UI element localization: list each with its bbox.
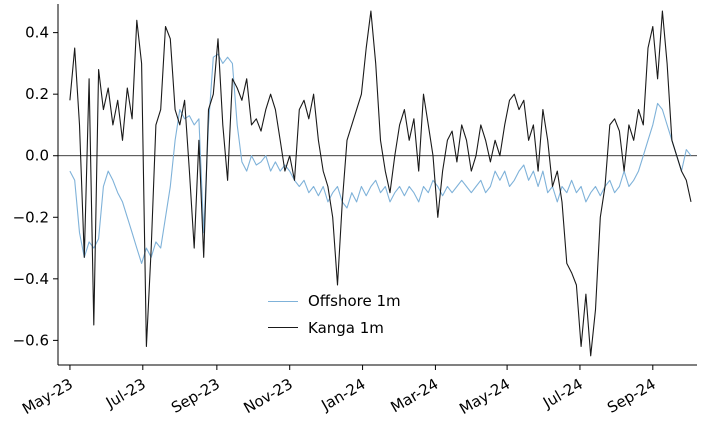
- x-tick-label: Mar-24: [388, 375, 442, 417]
- series-kanga-1m-line: [69, 10, 692, 357]
- y-tick-label: −0.4: [13, 270, 49, 288]
- x-tick-label: May-24: [456, 375, 513, 418]
- legend-label-offshore: Offshore 1m: [308, 292, 401, 310]
- legend-label-kanga: Kanga 1m: [308, 318, 384, 337]
- legend-line-kanga-icon: [268, 327, 298, 329]
- legend-item-offshore: Offshore 1m: [268, 293, 401, 310]
- legend-line-offshore-icon: [268, 300, 298, 302]
- legend: Offshore 1m Kanga 1m: [268, 293, 401, 336]
- series-offshore-1m-line: [69, 53, 692, 264]
- y-tick-label: 0.0: [25, 147, 49, 165]
- y-tick-label: 0.4: [25, 24, 49, 42]
- x-tick-label: Jan-24: [317, 375, 368, 415]
- x-tick-label: May-23: [19, 375, 76, 418]
- legend-item-kanga: Kanga 1m: [268, 318, 401, 337]
- x-tick-label: Jul-24: [539, 375, 586, 412]
- y-tick-label: −0.2: [13, 208, 49, 226]
- x-tick-label: Sep-23: [168, 375, 223, 417]
- y-tick-label: 0.2: [25, 85, 49, 103]
- y-tick-label: −0.6: [13, 331, 49, 349]
- x-tick-label: Nov-23: [240, 375, 295, 417]
- x-tick-label: Jul-23: [102, 375, 149, 412]
- x-tick-label: Sep-24: [604, 375, 659, 417]
